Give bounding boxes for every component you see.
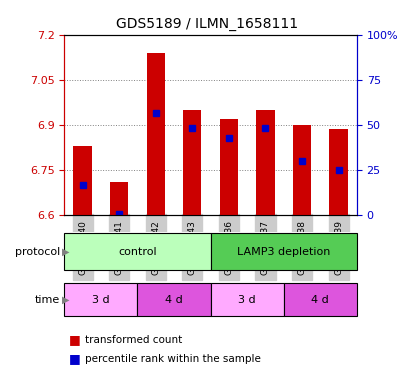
Bar xyxy=(110,182,128,215)
Text: 3 d: 3 d xyxy=(238,295,256,305)
Text: GDS5189 / ILMN_1658111: GDS5189 / ILMN_1658111 xyxy=(117,17,298,31)
Bar xyxy=(330,129,348,215)
Text: LAMP3 depletion: LAMP3 depletion xyxy=(237,247,330,257)
Bar xyxy=(137,283,210,316)
Text: protocol: protocol xyxy=(15,247,60,257)
Text: transformed count: transformed count xyxy=(85,335,182,345)
Text: 4 d: 4 d xyxy=(165,295,183,305)
Bar xyxy=(64,283,137,316)
Text: 4 d: 4 d xyxy=(311,295,329,305)
Bar xyxy=(293,125,311,215)
Bar xyxy=(73,146,92,215)
Bar xyxy=(211,283,284,316)
Text: percentile rank within the sample: percentile rank within the sample xyxy=(85,354,261,364)
Text: time: time xyxy=(35,295,60,305)
Bar xyxy=(146,53,165,215)
Bar xyxy=(211,233,357,270)
Bar xyxy=(183,110,201,215)
Text: ▶: ▶ xyxy=(62,247,70,257)
Bar xyxy=(284,283,357,316)
Bar xyxy=(64,233,210,270)
Bar xyxy=(256,110,275,215)
Text: ■: ■ xyxy=(68,353,80,366)
Text: ▶: ▶ xyxy=(62,295,70,305)
Bar xyxy=(220,119,238,215)
Text: ■: ■ xyxy=(68,333,80,346)
Text: control: control xyxy=(118,247,157,257)
Text: 3 d: 3 d xyxy=(92,295,110,305)
